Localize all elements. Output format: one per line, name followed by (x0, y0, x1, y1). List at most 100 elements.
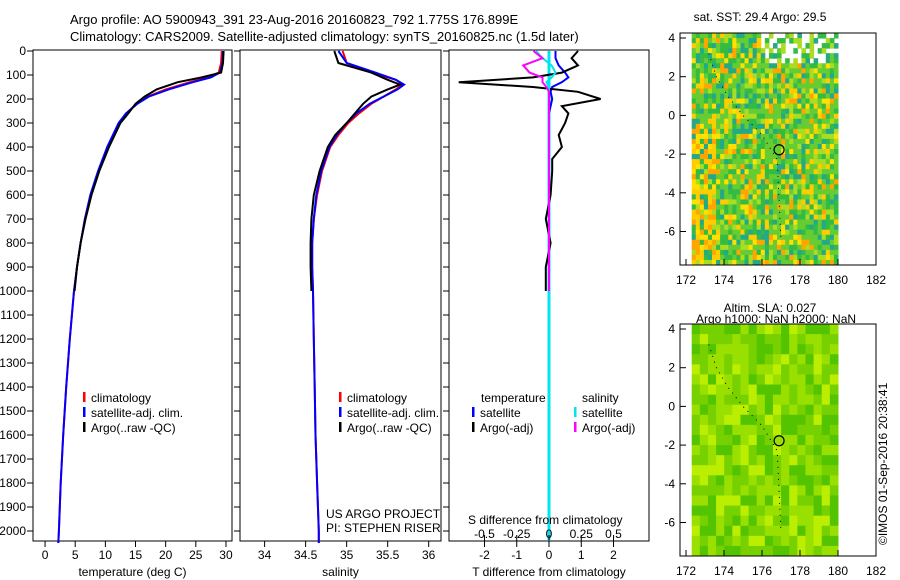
map-cell (833, 93, 839, 100)
map-cell (777, 143, 782, 150)
map-cell (797, 63, 802, 69)
map-cell (797, 199, 802, 205)
map-cell (732, 38, 737, 44)
map-cell (813, 123, 819, 130)
map-cell (732, 123, 737, 130)
map-cell (825, 88, 831, 95)
map-cell (813, 113, 819, 120)
map-cell (829, 535, 839, 547)
map-x-tick-label: 180 (828, 564, 848, 578)
map-cell (760, 154, 766, 160)
map-cell (809, 78, 815, 84)
map-cell (724, 424, 733, 436)
map-cell (707, 174, 713, 180)
map-cell (789, 445, 798, 456)
map-cell (793, 58, 798, 64)
map-cell (789, 164, 794, 170)
map-cell (825, 209, 831, 216)
map-cell (691, 194, 697, 200)
map-cell (732, 219, 737, 226)
map-cell (764, 249, 770, 256)
map-cell (805, 53, 811, 59)
map-cell (809, 108, 815, 115)
map-cell (764, 83, 770, 89)
map-cell (768, 154, 774, 160)
map-cell (744, 138, 750, 145)
map-cell (699, 535, 709, 547)
map-cell (695, 98, 701, 105)
map-cell (712, 234, 717, 241)
map-cell (703, 93, 709, 100)
y-tick-label: 1200 (0, 332, 26, 346)
map-cell (764, 209, 770, 216)
map-cell (703, 254, 709, 261)
map-cell (797, 169, 802, 175)
map-cell (793, 103, 798, 110)
map-cell (764, 239, 770, 246)
map-cell (699, 174, 705, 180)
map-x-tick-label: 178 (790, 273, 810, 287)
map-cell (716, 103, 721, 110)
map-cell (732, 414, 741, 426)
map-cell (821, 164, 827, 170)
map-cell (699, 214, 705, 221)
map-cell (716, 505, 725, 517)
map-cell (728, 169, 733, 175)
map-cell (805, 88, 811, 95)
map-cell (809, 209, 815, 216)
map-cell (821, 465, 831, 476)
map-cell (829, 214, 835, 221)
map-cell (805, 174, 811, 180)
map-cell (703, 138, 709, 145)
map-cell (712, 93, 717, 100)
map-cell (764, 184, 770, 190)
map-cell (809, 169, 815, 175)
map-cell (756, 209, 762, 216)
map-cell (833, 194, 839, 200)
map-cell (805, 204, 811, 211)
map-cell (789, 239, 794, 246)
map-cell (829, 138, 835, 145)
map-cell (728, 259, 733, 266)
map-cell (752, 259, 758, 266)
map-cell (699, 374, 709, 386)
map-cell (724, 48, 729, 54)
map-cell (748, 164, 754, 170)
map-cell (752, 93, 758, 100)
map-cell (789, 414, 798, 426)
map-cell (732, 58, 737, 64)
map-cell (748, 445, 758, 456)
map-cell (797, 93, 802, 100)
map-cell (797, 525, 806, 537)
map-cell (833, 73, 839, 79)
map-cell (789, 88, 794, 95)
map-cell (756, 485, 766, 496)
map-cell (752, 43, 758, 49)
map-cell (764, 108, 770, 115)
map-cell (732, 149, 737, 155)
map-cell (797, 495, 806, 507)
map-cell (825, 194, 831, 200)
map-cell (716, 63, 721, 69)
map-cell (699, 234, 705, 241)
map-cell (736, 108, 741, 115)
map-cell (736, 209, 741, 216)
map-cell (764, 58, 770, 64)
map-cell (764, 113, 770, 120)
map-cell (699, 525, 709, 537)
map-cell (821, 199, 827, 205)
map-cell (724, 219, 729, 226)
map-cell (781, 404, 790, 416)
map-cell (789, 78, 794, 84)
map-cell (699, 143, 705, 150)
map-cell (756, 364, 766, 375)
map-cell (716, 204, 721, 211)
map-cell (724, 229, 729, 236)
map-cell (740, 138, 746, 145)
map-cell (699, 445, 709, 456)
map-cell (703, 88, 709, 95)
map-cell (703, 214, 709, 221)
map-cell (748, 354, 758, 365)
map-cell (793, 244, 798, 251)
map-cell (817, 179, 823, 185)
